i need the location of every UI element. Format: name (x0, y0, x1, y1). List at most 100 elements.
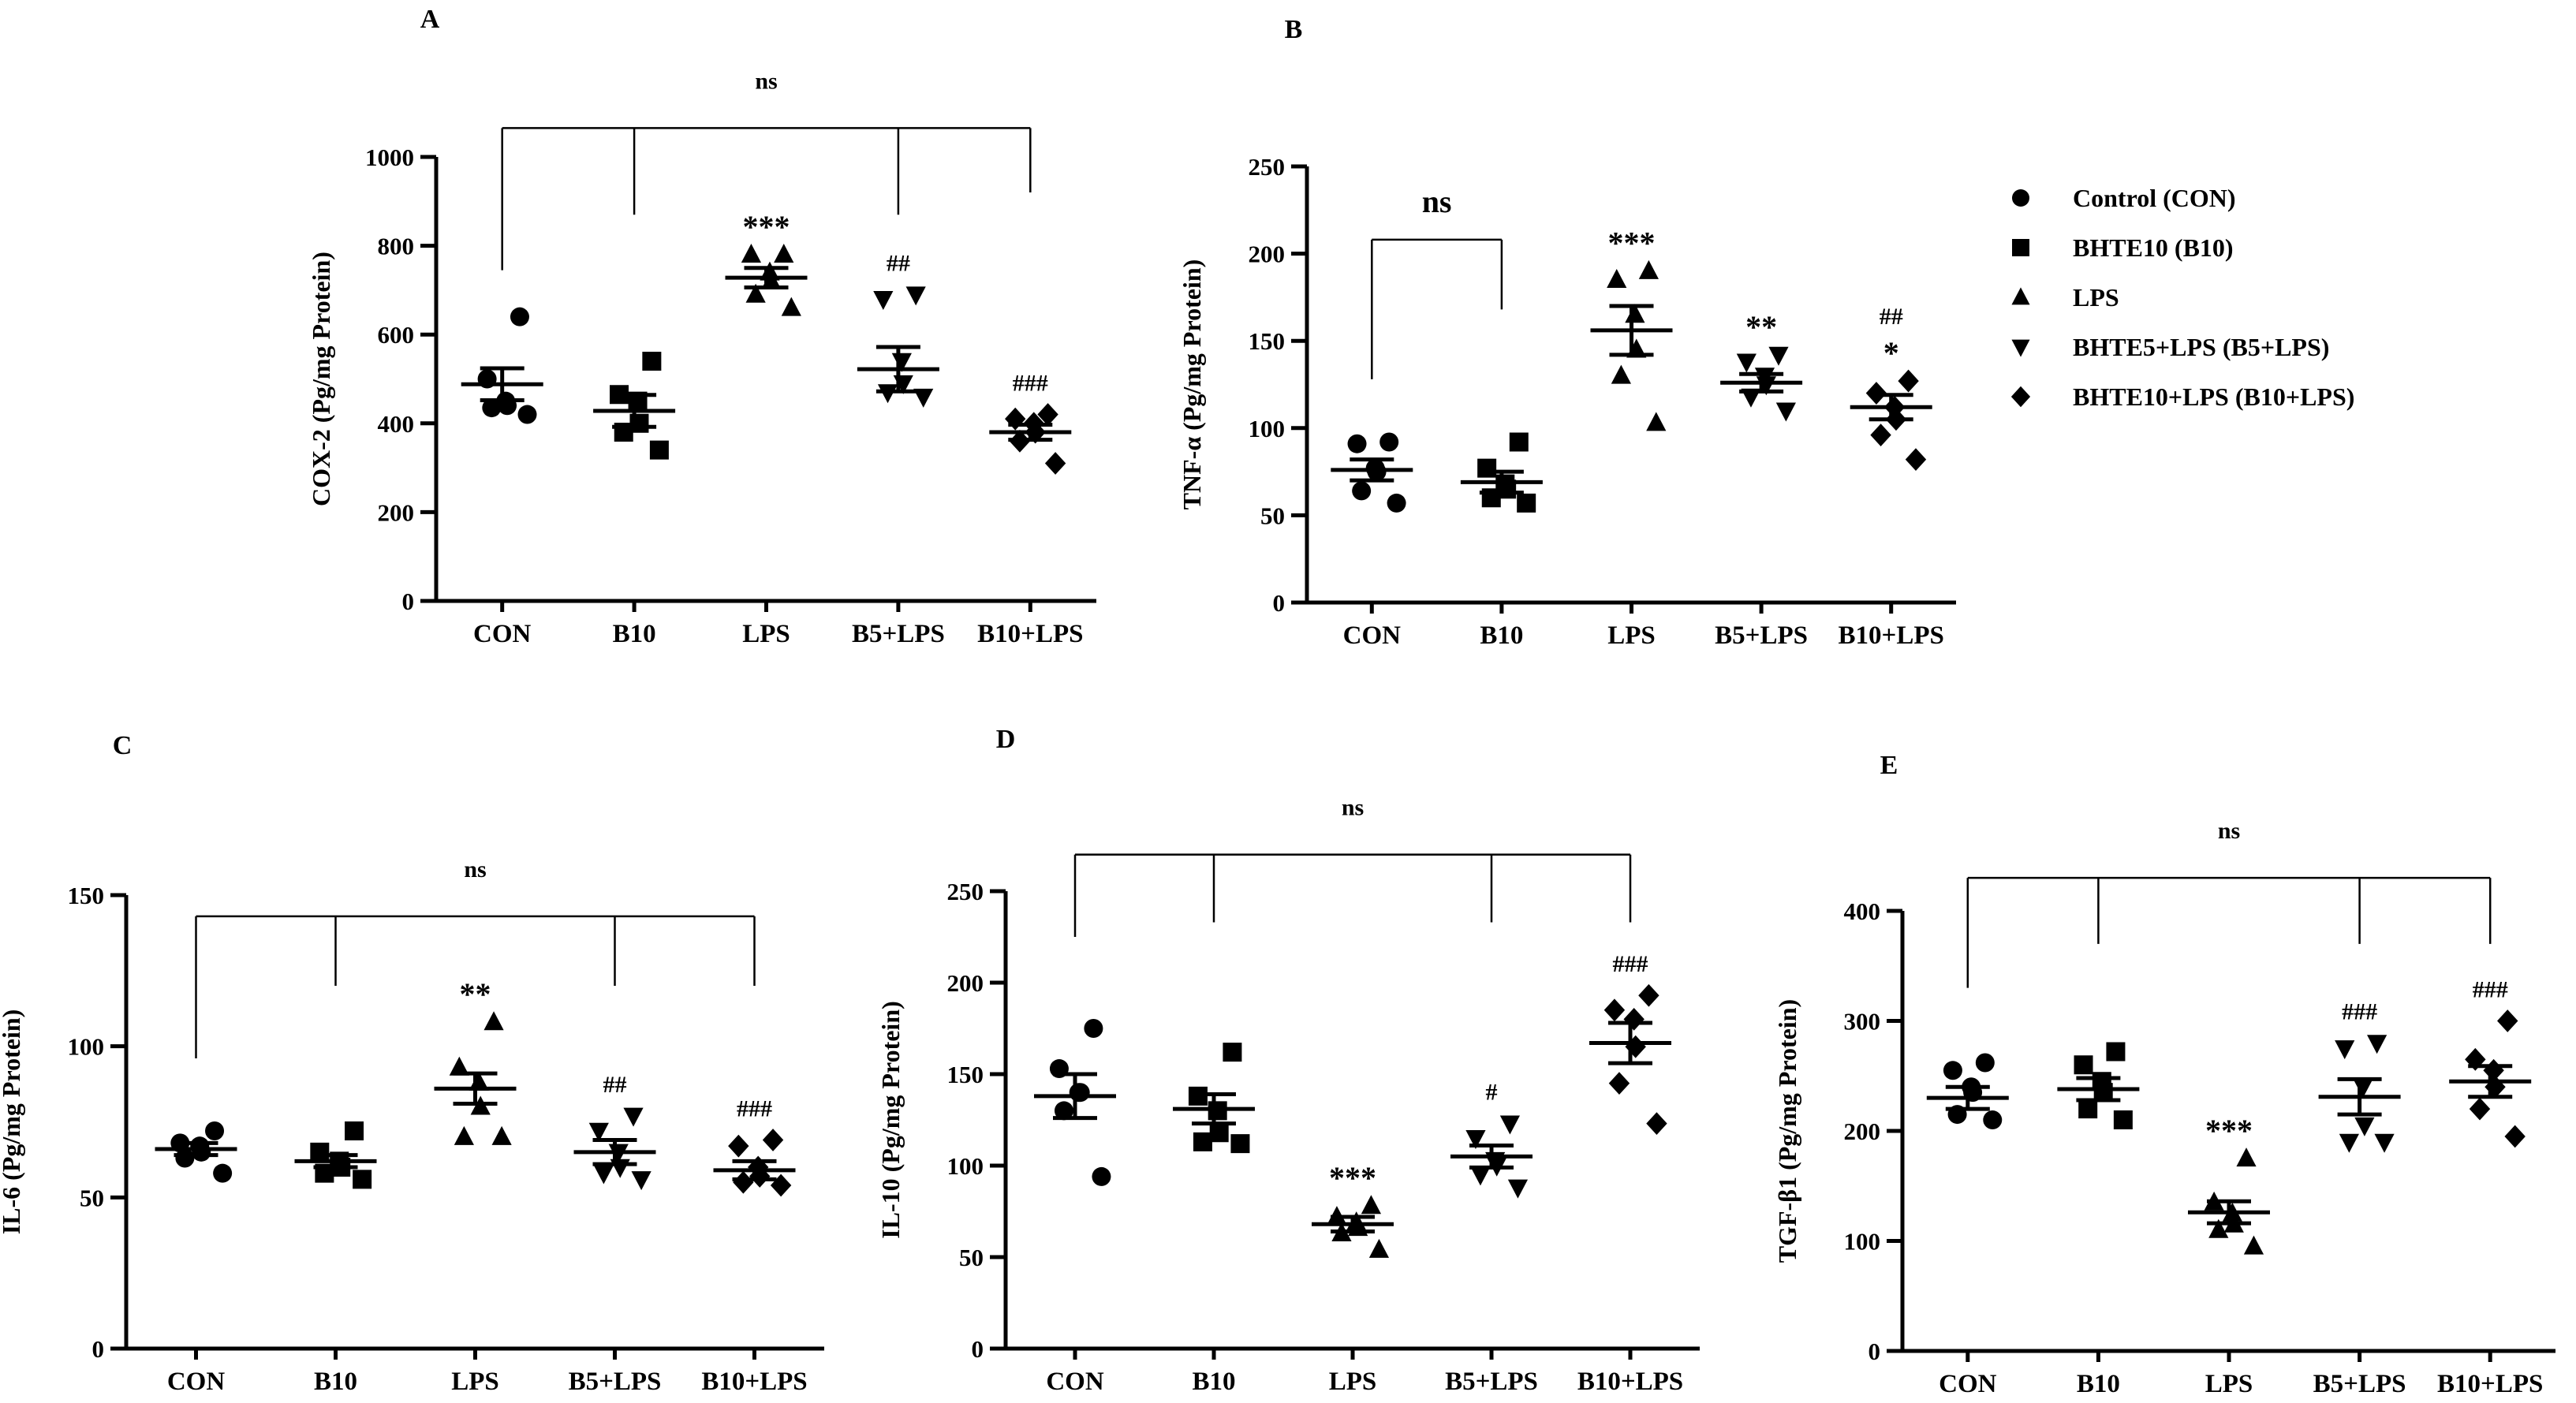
data-point (2374, 1133, 2395, 1153)
data-point (1037, 403, 1058, 426)
x-tick-label: B10 (2077, 1370, 2120, 1398)
x-tick-label: CON (1343, 621, 1402, 650)
y-tick-label: 150 (947, 1061, 984, 1088)
significance-label: ## (887, 251, 910, 277)
legend-marker (2012, 239, 2029, 256)
y-tick-label: 100 (947, 1152, 984, 1180)
x-tick-label: B10 (1192, 1368, 1235, 1396)
data-point (1736, 353, 1757, 373)
data-point (1983, 1110, 2003, 1130)
data-point (593, 1165, 614, 1185)
data-point (1507, 1179, 1529, 1199)
x-tick-label: B10+LPS (1577, 1368, 1683, 1396)
y-tick-label: 0 (92, 1335, 105, 1363)
bracket-label: ns (2218, 818, 2240, 844)
data-point (781, 297, 801, 316)
data-point (1898, 369, 1919, 393)
data-point (1775, 402, 1796, 422)
legend-label: BHTE10 (B10) (2073, 233, 2234, 262)
significance-label: # (1486, 1080, 1498, 1106)
chart-panel-b: B 0 50 100 150 200 250 CON B10 LPS B5+LPS B10+LPS TN… (1178, 15, 1956, 650)
data-point (623, 1107, 644, 1127)
y-tick-label: 200 (1249, 241, 1286, 268)
x-tick-label: CON (1046, 1368, 1104, 1396)
legend-marker (2010, 386, 2031, 408)
x-tick-label: B5+LPS (852, 620, 945, 648)
y-axis-label: TGF-β1 (Pg/mg Protein) (1773, 999, 1801, 1263)
y-tick-label: 200 (947, 969, 984, 997)
data-point (1905, 448, 1927, 472)
significance-label: * (1883, 335, 1899, 371)
data-point (353, 1170, 372, 1189)
data-point (1975, 1053, 1995, 1073)
data-point (877, 384, 898, 404)
significance-label: ## (603, 1072, 627, 1098)
significance-label: ### (1013, 371, 1048, 397)
data-point (2208, 1218, 2229, 1238)
legend-label: Control (CON) (2073, 184, 2236, 212)
data-point (1603, 998, 1626, 1022)
y-tick-label: 600 (378, 321, 415, 349)
data-point (1361, 1195, 1382, 1215)
data-point (1387, 493, 1406, 513)
legend: Control (CON) BHTE10 (B10) LPS BHTE5+LPS (B… (2010, 184, 2354, 411)
panel-letter: D (996, 725, 1016, 754)
data-point (1223, 1043, 1242, 1062)
significance-label: *** (1329, 1160, 1376, 1196)
data-point (2236, 1147, 2257, 1167)
chart-panel-e: E 0 100 200 300 400 CON B10 LPS B5+LPS B10+LPS TGF-… (1773, 751, 2555, 1398)
data-point (1044, 452, 1066, 475)
data-point (310, 1142, 330, 1162)
y-tick-label: 0 (402, 588, 415, 615)
data-point (2074, 1055, 2093, 1075)
y-tick-label: 200 (1844, 1118, 1881, 1145)
data-point (1465, 1130, 1486, 1149)
x-tick-label: CON (1939, 1370, 1997, 1398)
x-tick-label: CON (473, 620, 532, 648)
y-axis-label: COX-2 (Pg/mg Protein) (307, 252, 335, 506)
legend-marker (2011, 287, 2030, 305)
significance-label: *** (1608, 226, 1656, 261)
data-point (745, 283, 766, 303)
panel-letter: A (420, 5, 440, 34)
data-point (762, 1129, 784, 1151)
x-tick-label: LPS (451, 1368, 499, 1396)
bracket-label: ns (755, 68, 777, 94)
data-point (213, 1163, 233, 1183)
significance-label: ### (2473, 977, 2508, 1003)
panel-letter: C (113, 731, 133, 760)
y-axis-label: IL-10 (Pg/mg Protein) (876, 1001, 905, 1239)
x-tick-label: LPS (1607, 621, 1656, 650)
y-tick-label: 800 (378, 233, 415, 260)
data-point (1470, 1166, 1491, 1186)
y-tick-label: 400 (1844, 897, 1881, 925)
y-axis-label: IL-6 (Pg/mg Protein) (0, 1009, 25, 1235)
data-point (1092, 1166, 1111, 1186)
data-point (2483, 1058, 2504, 1082)
data-point (642, 351, 662, 371)
y-tick-label: 150 (1249, 327, 1286, 355)
data-point (2106, 1042, 2126, 1062)
data-point (2367, 1035, 2387, 1054)
data-point (1054, 1101, 1073, 1121)
x-tick-label: LPS (1329, 1368, 1377, 1396)
data-point (510, 307, 529, 326)
y-tick-label: 50 (1260, 502, 1285, 529)
data-point (1646, 1112, 1667, 1136)
data-point (588, 1122, 609, 1142)
data-point (649, 440, 669, 460)
x-tick-label: LPS (742, 620, 790, 648)
data-point (491, 1125, 512, 1145)
x-tick-label: B10 (1480, 621, 1523, 650)
legend-marker (2011, 339, 2030, 357)
data-point (1608, 1072, 1630, 1095)
x-tick-label: B10+LPS (977, 620, 1083, 648)
data-point (1870, 424, 1891, 447)
bracket-label: ns (464, 856, 486, 882)
y-tick-label: 0 (1273, 589, 1286, 617)
x-tick-label: B5+LPS (1715, 621, 1808, 650)
data-point (631, 1171, 651, 1191)
data-point (1005, 407, 1026, 431)
data-point (2339, 1133, 2359, 1153)
